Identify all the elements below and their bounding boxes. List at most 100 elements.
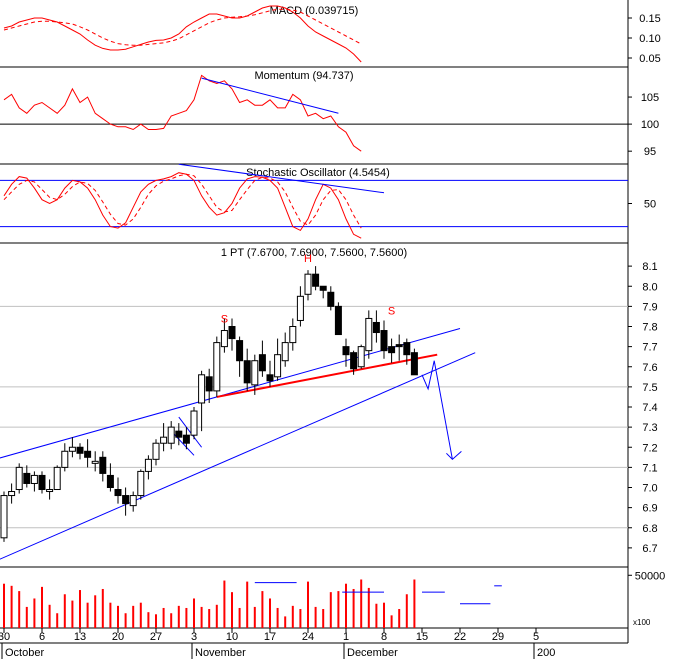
x-tick-label: 13: [74, 631, 86, 643]
candle-body: [395, 344, 403, 348]
candle-body: [175, 430, 183, 438]
candle-body: [8, 491, 16, 497]
neckline: [216, 353, 438, 398]
candle-body: [312, 273, 320, 287]
candle-body: [160, 436, 168, 444]
candle-body: [388, 346, 396, 354]
candle-body: [114, 489, 122, 497]
x-tick-label: 6: [39, 631, 45, 643]
stochastic-panel: Stochastic Oscillator (4.5454) 50: [0, 163, 656, 239]
y-tick-label: 7.8: [642, 322, 657, 334]
stochastic-k-line: [3, 172, 362, 239]
x-tick-label: 15: [416, 631, 428, 643]
y-tick-label: 100: [641, 119, 659, 131]
pattern-annotation: H: [304, 253, 312, 265]
candle-body: [152, 442, 160, 460]
month-label: October: [5, 647, 44, 659]
candle-body: [403, 342, 411, 356]
macd-panel: MACD (0.039715) 0.15 0.10 0.05: [3, 5, 661, 65]
y-tick-label: 7.5: [642, 382, 657, 394]
x-tick-label: 5: [533, 631, 539, 643]
candle-body: [380, 330, 388, 352]
momentum-panel: Momentum (94.737) 105 100 95: [0, 70, 659, 158]
y-tick-label: 6.7: [642, 543, 657, 555]
channel-lower: [0, 352, 476, 560]
candle-body: [84, 450, 92, 458]
mini-channel-a: [178, 416, 202, 448]
candle-body: [357, 346, 365, 368]
momentum-trendline: [201, 77, 339, 114]
projection-arrow: [421, 360, 453, 460]
y-tick-label: 0.15: [639, 13, 660, 25]
stochastic-title: Stochastic Oscillator (4.5454): [246, 167, 390, 179]
candle-body: [327, 291, 335, 307]
momentum-line: [3, 74, 362, 152]
candle-body: [342, 346, 350, 356]
candle-body: [38, 474, 46, 491]
candle-body: [251, 360, 259, 386]
y-tick-label: 50: [644, 199, 656, 211]
candle-body: [137, 470, 145, 497]
y-tick-label: 7.6: [642, 362, 657, 374]
y-tick-label: 6.9: [642, 503, 657, 515]
y-tick-label: 0.10: [639, 33, 660, 45]
candle-body: [334, 305, 342, 336]
x-tick-label: 17: [264, 631, 276, 643]
stochastic-d-line: [3, 173, 362, 229]
candle-body: [23, 472, 31, 484]
candle-body: [76, 446, 84, 454]
pattern-annotation: S: [388, 305, 395, 317]
candle-body: [350, 352, 358, 370]
candle-body: [30, 474, 38, 484]
volume-panel: x100 50000: [3, 570, 666, 628]
y-tick-label: 6.8: [642, 523, 657, 535]
candle-body: [190, 410, 198, 436]
price-title: 1 PT (7.6700, 7.6900, 7.5600, 7.5600): [221, 247, 407, 259]
momentum-title: Momentum (94.737): [254, 70, 353, 82]
x-tick-label: 24: [302, 631, 314, 643]
macd-title: MACD (0.039715): [270, 5, 359, 17]
candle-body: [319, 285, 327, 291]
y-tick-label: 7.4: [642, 402, 657, 414]
candle-body: [68, 446, 76, 452]
candle-body: [205, 376, 213, 392]
candle-body: [372, 321, 380, 334]
candle-body: [243, 360, 251, 384]
projection-arrowhead: [446, 450, 462, 461]
month-label: November: [195, 647, 246, 659]
x-tick-label: 30: [0, 631, 10, 643]
candle-body: [15, 466, 23, 491]
y-tick-label: 7.2: [642, 442, 657, 454]
x-tick-label: 10: [226, 631, 238, 643]
candle-body: [258, 354, 266, 372]
candle-body: [281, 342, 289, 362]
candle-body: [144, 458, 152, 472]
candle-body: [91, 460, 99, 464]
y-tick-label: 7.3: [642, 422, 657, 434]
macd-signal-line: [3, 8, 362, 46]
candle-body: [46, 489, 54, 493]
candle-body: [167, 426, 175, 444]
y-tick-label: 8.1: [642, 261, 657, 273]
x-tick-label: 8: [381, 631, 387, 643]
candle-body: [129, 495, 137, 507]
candle-body: [289, 326, 297, 344]
candle-body: [213, 342, 221, 392]
candle-body: [365, 317, 373, 352]
candle-body: [53, 466, 61, 491]
x-tick-label: 3: [191, 631, 197, 643]
candle-body: [182, 434, 190, 444]
macd-line: [3, 5, 362, 63]
candle-body: [220, 330, 228, 348]
month-label: 200: [537, 647, 555, 659]
candle-body: [266, 374, 274, 382]
candle-body: [122, 495, 130, 505]
candle-body: [106, 474, 114, 488]
y-tick-label: 7.1: [642, 462, 657, 474]
x-tick-label: 27: [150, 631, 162, 643]
y-tick-label: 50000: [635, 570, 666, 582]
y-tick-label: 8.0: [642, 281, 657, 293]
candle-body: [0, 495, 8, 539]
x-axis: 30 6 13 20 27 3 10 17 24 1 8 15 22 29 5 October November…: [0, 628, 555, 659]
